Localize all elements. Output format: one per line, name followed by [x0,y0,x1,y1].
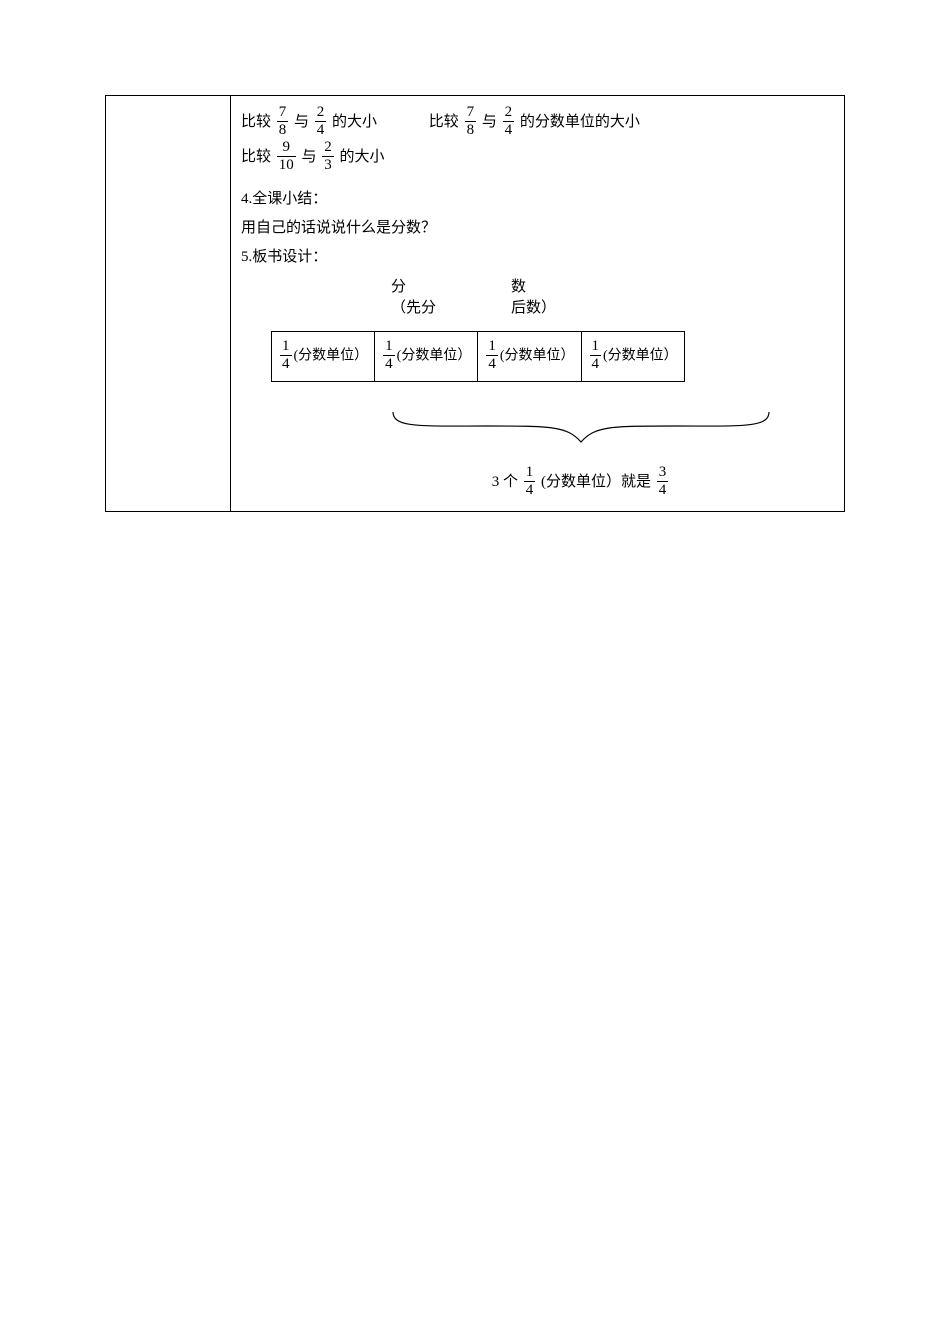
compare-label: 比较 [429,114,459,130]
and-label: 与 [302,149,317,165]
board-heading: 5.板书设计： [241,244,834,271]
fraction-2-4: 2 4 [315,105,327,138]
numerator: 2 [503,105,515,121]
numerator: 7 [465,105,477,121]
suffix-label: 的大小 [340,149,385,165]
denominator: 10 [277,156,296,173]
unit-cell: 1 4 (分数单位） [272,332,375,382]
board-shu: 数 [511,275,526,296]
numerator: 9 [277,140,296,156]
numerator: 1 [524,465,536,481]
fraction-2-3: 2 3 [322,140,334,173]
fraction-3-4: 3 4 [657,465,669,498]
denominator: 4 [486,355,498,372]
unit-cell: 1 4 (分数单位） [581,332,684,382]
unit-table: 1 4 (分数单位） 1 4 (分数单位） [271,331,685,382]
compare-line-2: 比较 9 10 与 2 3 的大小 [241,141,834,174]
page: 比较 7 8 与 2 4 的大小 比较 [105,95,845,512]
unit-label: (分数单位） [500,349,575,364]
content-column: 比较 7 8 与 2 4 的大小 比较 [231,96,845,512]
unit-cell: 1 4 (分数单位） [375,332,478,382]
unit-label: (分数单位） [294,349,369,364]
unit-label: (分数单位） [603,349,678,364]
unit-cell: 1 4 (分数单位） [478,332,581,382]
count-mid: (分数单位）就是 [541,474,651,490]
numerator: 2 [315,105,327,121]
fraction-7-8: 7 8 [277,105,289,138]
denominator: 3 [322,156,334,173]
denominator: 4 [503,121,515,138]
suffix-label: 的分数单位的大小 [520,114,640,130]
suffix-label: 的大小 [332,114,377,130]
summary-heading: 4.全课小结： [241,186,834,213]
board-row-1: 分 数 [391,275,834,296]
unit-label: (分数单位） [397,349,472,364]
underbrace-icon [391,410,771,444]
numerator: 1 [486,339,498,355]
brace-caption: 3 个 1 4 (分数单位）就是 3 4 [391,466,771,499]
fraction-2-4: 2 4 [503,105,515,138]
fraction-1-4: 1 4 [524,465,536,498]
numerator: 1 [590,339,602,355]
fraction-1-4: 1 4 [383,339,395,372]
fraction-1-4: 1 4 [486,339,498,372]
numerator: 1 [383,339,395,355]
phrase-1b: 比较 7 8 与 2 4 的分数单位的大小 [429,114,640,130]
denominator: 4 [590,355,602,372]
numerator: 2 [322,140,334,156]
fraction-1-4: 1 4 [590,339,602,372]
board-fen: 分 [391,275,511,296]
compare-line-1: 比较 7 8 与 2 4 的大小 比较 [241,106,834,139]
numerator: 3 [657,465,669,481]
outer-table: 比较 7 8 与 2 4 的大小 比较 [105,95,845,512]
denominator: 8 [277,121,289,138]
denominator: 8 [465,121,477,138]
count-prefix: 3 个 [492,474,518,490]
denominator: 4 [280,355,292,372]
summary-line: 用自己的话说说什么是分数？ [241,215,834,242]
denominator: 4 [315,121,327,138]
compare-label: 比较 [241,114,271,130]
fraction-7-8: 7 8 [465,105,477,138]
fraction-9-10: 9 10 [277,140,296,173]
board-xianfen: （先分 [391,296,511,317]
phrase-1a: 比较 7 8 与 2 4 的大小 [241,114,381,130]
unit-table-wrap: 1 4 (分数单位） 1 4 (分数单位） [271,331,834,382]
and-label: 与 [294,114,309,130]
board-row-2: （先分 后数） [391,296,834,317]
left-column [106,96,231,512]
denominator: 4 [524,481,536,498]
board-houshu: 后数） [511,296,556,317]
board-title-block: 分 数 （先分 后数） [241,275,834,317]
and-label: 与 [482,114,497,130]
fraction-1-4: 1 4 [280,339,292,372]
denominator: 4 [657,481,669,498]
numerator: 7 [277,105,289,121]
brace-block: 3 个 1 4 (分数单位）就是 3 4 [391,410,771,499]
denominator: 4 [383,355,395,372]
numerator: 1 [280,339,292,355]
compare-label: 比较 [241,149,271,165]
